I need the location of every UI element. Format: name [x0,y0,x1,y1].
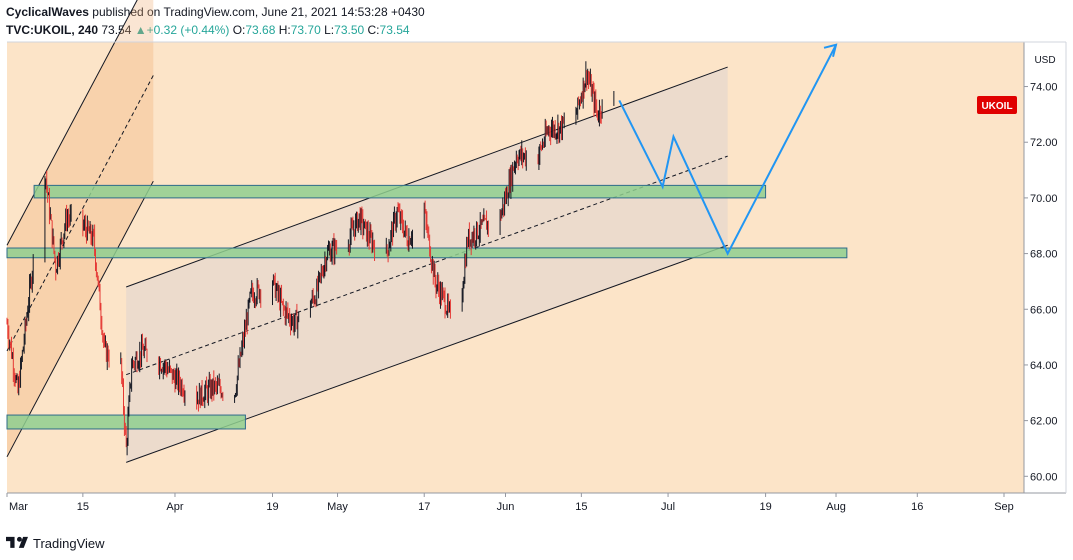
footer: TradingView [6,532,105,554]
x-tick-label: 17 [418,501,430,513]
price-change: +0.32 (+0.44%) [146,23,230,37]
close-label: C: [367,23,380,37]
up-arrow-icon: ▲ [135,23,147,37]
x-tick-label: 19 [266,501,278,513]
y-tick-label: 72.00 [1030,137,1058,149]
publish-info: published on TradingView.com, June 21, 2… [92,5,425,19]
currency-label: USD [1034,55,1055,66]
channel-1-fill [126,67,728,463]
x-tick-label: Mar [9,501,28,513]
channel-2-fill [7,0,154,457]
open-value: 73.68 [245,23,276,37]
high-value: 73.70 [290,23,321,37]
y-tick-label: 62.00 [1030,416,1058,428]
x-tick-label: Sep [994,501,1014,513]
channel-2-upper-line [6,0,138,246]
author-name[interactable]: CyclicalWaves [6,5,89,19]
channel-2-median-line [6,75,154,352]
y-tick-label: 66.00 [1030,304,1058,316]
x-tick-label: May [327,501,348,513]
y-tick-label: 68.00 [1030,249,1058,261]
low-label: L: [324,23,335,37]
close-value: 73.54 [379,23,410,37]
chart-header: CyclicalWaves published on TradingView.c… [6,3,1066,39]
y-tick-label: 64.00 [1030,360,1058,372]
tradingview-logo-icon[interactable] [6,534,28,552]
symbol-badge [977,96,1017,114]
candles-layer [6,61,615,456]
x-tick-label: Aug [826,501,846,513]
symbol-badge-label: UKOIL [981,101,1012,112]
high-label: H: [278,23,291,37]
axes-layer: USD 60.00 62.00 64.00 66.00 68.00 70.00 72.00 74… [6,41,1067,513]
ohlc-line: TVC:UKOIL, 240 73.54 ▲+0.32 (+0.44%) O:7… [6,23,410,37]
symbol-label[interactable]: TVC:UKOIL, 240 [6,23,99,37]
channel-2-lower-line [6,180,154,458]
publish-line: CyclicalWaves published on TradingView.c… [6,5,425,19]
last-price: 73.54 [101,23,132,37]
y-tick-label: 74.00 [1030,82,1058,94]
x-tick-label: Jun [497,501,515,513]
projection-arrow-head [823,43,838,58]
projection-layer [618,43,838,256]
projection-path [618,44,837,256]
open-label: O: [232,23,246,37]
y-tick-label: 60.00 [1030,471,1058,483]
x-tick-label: Jul [661,501,675,513]
tradingview-brand[interactable]: TradingView [33,535,105,551]
x-tick-label: 15 [77,501,89,513]
x-tick-label: Apr [166,501,183,513]
x-tick-label: 19 [759,501,771,513]
low-value: 73.50 [334,23,365,37]
y-tick-label: 70.00 [1030,193,1058,205]
x-tick-label: 15 [575,501,587,513]
x-tick-label: 16 [911,501,923,513]
channel-layer [6,0,728,463]
support-zone-2 [6,247,848,259]
support-zone-1 [33,184,767,199]
